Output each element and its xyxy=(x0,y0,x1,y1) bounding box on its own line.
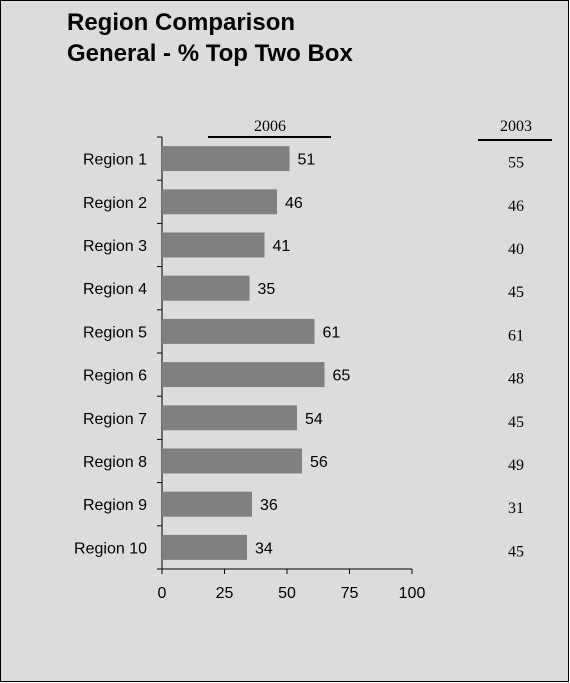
category-label: Region 10 xyxy=(74,540,147,557)
bar[interactable] xyxy=(162,405,297,431)
comparison-value-2003: 45 xyxy=(508,414,524,431)
comparison-value-2003: 40 xyxy=(508,241,524,258)
x-tick-label: 50 xyxy=(278,585,296,602)
bar[interactable] xyxy=(162,534,247,560)
category-label: Region 8 xyxy=(83,454,147,471)
category-label: Region 3 xyxy=(83,238,147,255)
category-label: Region 2 xyxy=(83,195,147,212)
bar[interactable] xyxy=(162,275,250,301)
comparison-value-2003: 46 xyxy=(508,198,524,215)
comparison-value-2003: 55 xyxy=(508,155,524,172)
bar[interactable] xyxy=(162,362,325,388)
x-tick-label: 25 xyxy=(216,585,234,602)
comparison-value-2003: 45 xyxy=(508,543,524,560)
bar-value-label: 41 xyxy=(273,238,291,255)
bar-value-label: 54 xyxy=(305,411,323,428)
series-header-2006: 2006 xyxy=(254,118,286,135)
bar-value-label: 56 xyxy=(310,454,328,471)
bar-value-label: 51 xyxy=(298,152,316,169)
comparison-value-2003: 48 xyxy=(508,371,524,388)
bar-value-label: 46 xyxy=(285,195,303,212)
bar-value-label: 61 xyxy=(323,324,341,341)
category-label: Region 6 xyxy=(83,368,147,385)
comparison-header-2003: 2003 xyxy=(500,118,532,135)
bar-value-label: 36 xyxy=(260,497,278,514)
x-tick-label: 0 xyxy=(158,585,167,602)
bar[interactable] xyxy=(162,189,277,215)
bar[interactable] xyxy=(162,318,315,344)
chart-title-line-1: Region Comparison xyxy=(67,9,296,36)
bar-value-label: 35 xyxy=(258,281,276,298)
comparison-value-2003: 49 xyxy=(508,457,524,474)
comparison-value-2003: 31 xyxy=(508,500,524,517)
category-label: Region 9 xyxy=(83,497,147,514)
bar[interactable] xyxy=(162,146,290,172)
x-tick-label: 100 xyxy=(399,585,426,602)
category-label: Region 7 xyxy=(83,411,147,428)
bar-value-label: 34 xyxy=(255,540,273,557)
x-tick-label: 75 xyxy=(341,585,359,602)
category-label: Region 1 xyxy=(83,152,147,169)
bar[interactable] xyxy=(162,491,252,517)
category-label: Region 5 xyxy=(83,324,147,341)
chart-title-line-2: General - % Top Two Box xyxy=(67,40,353,67)
comparison-value-2003: 61 xyxy=(508,327,524,344)
chart-title: Region Comparison General - % Top Two Bo… xyxy=(67,7,353,69)
bar[interactable] xyxy=(162,448,302,474)
bar[interactable] xyxy=(162,232,265,258)
comparison-value-2003: 45 xyxy=(508,284,524,301)
bar-value-label: 65 xyxy=(333,368,351,385)
category-label: Region 4 xyxy=(83,281,147,298)
